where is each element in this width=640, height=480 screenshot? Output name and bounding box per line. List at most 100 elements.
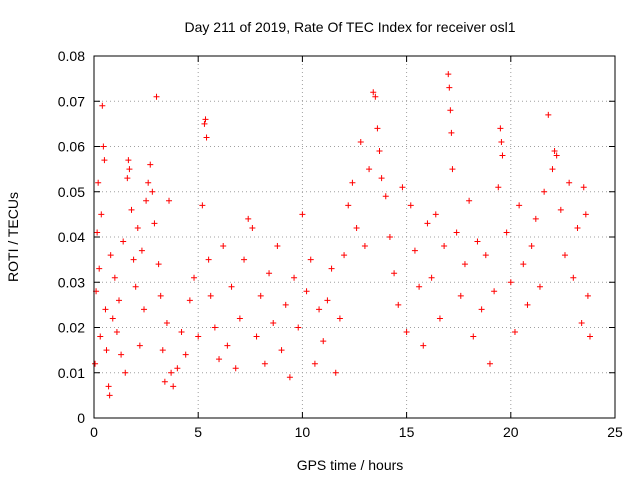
data-point	[155, 261, 162, 268]
data-point	[520, 261, 527, 268]
data-point	[151, 220, 158, 227]
data-point	[498, 138, 505, 145]
data-point	[466, 197, 473, 204]
data-point	[201, 120, 208, 127]
data-point	[124, 175, 131, 182]
data-point	[499, 152, 506, 159]
x-tick-label: 10	[295, 424, 311, 440]
y-tick-label: 0.07	[58, 93, 85, 109]
data-point	[241, 256, 248, 263]
y-tick-label: 0.01	[58, 365, 85, 381]
data-point	[316, 306, 323, 313]
data-point	[98, 211, 105, 218]
data-point	[168, 369, 175, 376]
data-point	[561, 252, 568, 259]
data-point	[448, 129, 455, 136]
data-point	[399, 184, 406, 191]
data-point	[324, 297, 331, 304]
data-point	[122, 369, 129, 376]
data-point	[432, 211, 439, 218]
data-point	[278, 347, 285, 354]
data-point	[282, 301, 289, 308]
data-point	[126, 166, 133, 173]
data-points	[92, 71, 593, 399]
data-point	[103, 347, 110, 354]
data-point	[549, 166, 556, 173]
data-point	[332, 369, 339, 376]
data-point	[191, 274, 198, 281]
grid	[94, 56, 615, 418]
data-point	[353, 224, 360, 231]
x-tick-label: 0	[90, 424, 98, 440]
data-point	[116, 297, 123, 304]
data-point	[407, 202, 414, 209]
data-point	[357, 138, 364, 145]
x-axis-label: GPS time / hours	[297, 457, 404, 473]
data-point	[536, 283, 543, 290]
data-point	[446, 84, 453, 91]
data-point	[149, 188, 156, 195]
y-tick-label: 0.04	[58, 229, 85, 245]
data-point	[134, 224, 141, 231]
data-point	[182, 351, 189, 358]
data-point	[299, 211, 306, 218]
data-point	[445, 71, 452, 78]
data-point	[266, 270, 273, 277]
data-point	[253, 333, 260, 340]
data-point	[370, 89, 377, 96]
data-point	[94, 229, 101, 236]
data-point	[128, 206, 135, 213]
data-point	[447, 107, 454, 114]
data-point	[366, 166, 373, 173]
data-point	[453, 229, 460, 236]
data-point	[349, 179, 356, 186]
data-point	[528, 243, 535, 250]
y-tick-label: 0.05	[58, 184, 85, 200]
data-point	[372, 93, 379, 100]
data-point	[503, 229, 510, 236]
data-point	[416, 283, 423, 290]
data-point	[113, 329, 120, 336]
data-point	[147, 161, 154, 168]
data-point	[470, 333, 477, 340]
data-point	[457, 292, 464, 299]
data-point	[541, 188, 548, 195]
data-point	[153, 93, 160, 100]
data-point	[178, 329, 185, 336]
data-point	[516, 202, 523, 209]
data-point	[224, 342, 231, 349]
data-point	[130, 256, 137, 263]
data-point	[203, 134, 210, 141]
data-point	[245, 215, 252, 222]
data-point	[303, 288, 310, 295]
data-point	[553, 152, 560, 159]
data-point	[236, 315, 243, 322]
data-point	[118, 351, 125, 358]
data-point	[161, 378, 168, 385]
data-point	[570, 274, 577, 281]
data-point	[524, 301, 531, 308]
y-tick-label: 0.06	[58, 139, 85, 155]
y-tick-labels: 0 0.01 0.02 0.03 0.04 0.05 0.06 0.07 0.08	[58, 48, 85, 426]
data-point	[286, 374, 293, 381]
data-point	[207, 292, 214, 299]
data-point	[99, 102, 106, 109]
data-point	[106, 392, 113, 399]
data-point	[586, 333, 593, 340]
data-point	[420, 342, 427, 349]
data-point	[141, 306, 148, 313]
data-point	[478, 306, 485, 313]
data-point	[378, 175, 385, 182]
data-point	[580, 184, 587, 191]
data-point	[211, 324, 218, 331]
data-point	[257, 292, 264, 299]
data-point	[395, 301, 402, 308]
data-point	[491, 288, 498, 295]
data-point	[428, 274, 435, 281]
data-point	[107, 252, 114, 259]
data-point	[205, 256, 212, 263]
data-point	[584, 292, 591, 299]
data-point	[120, 238, 127, 245]
data-point	[274, 243, 281, 250]
data-point	[195, 333, 202, 340]
